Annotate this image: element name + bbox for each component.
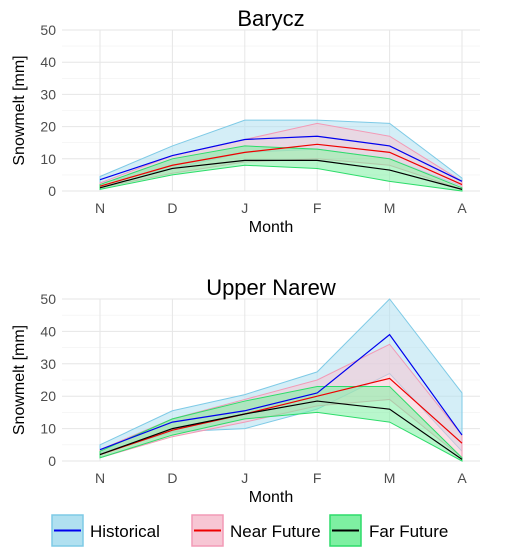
legend-label-far-future: Far Future — [369, 522, 448, 541]
x-tick-label: M — [384, 200, 396, 216]
y-tick-label: 40 — [40, 54, 56, 70]
x-axis-label: Month — [249, 489, 293, 506]
x-tick-label: D — [167, 200, 177, 216]
legend-item-near-future: Near Future — [191, 514, 321, 547]
legend: Historical Near Future Far Future — [51, 514, 448, 547]
x-tick-label: A — [457, 200, 467, 216]
panel-upper-narew: 0 10 20 30 40 50 N D J F M A Upper Narew Month Snowmel… — [11, 275, 480, 506]
series-line-near-future — [99, 143, 463, 187]
x-axis-label: Month — [249, 219, 293, 236]
y-tick-label: 0 — [48, 183, 56, 199]
x-tick-label: J — [241, 470, 248, 486]
y-tick-label: 30 — [40, 356, 56, 372]
y-tick-label: 20 — [40, 388, 56, 404]
legend-label-near-future: Near Future — [230, 522, 321, 541]
series-line-historical — [99, 333, 463, 451]
y-axis-label: Snowmelt [mm] — [11, 55, 28, 165]
y-tick-label: 50 — [40, 22, 56, 38]
y-tick-label: 30 — [40, 86, 56, 102]
ribbon-far-future — [99, 385, 463, 462]
x-tick-label: A — [457, 470, 467, 486]
x-tick-label: D — [167, 470, 177, 486]
chart-title: Upper Narew — [206, 275, 336, 300]
x-tick-label: F — [313, 200, 322, 216]
y-tick-label: 10 — [40, 151, 56, 167]
x-tick-label: F — [313, 470, 322, 486]
series-line-historical — [99, 135, 463, 182]
x-tick-label: M — [384, 470, 396, 486]
y-tick-label: 50 — [40, 291, 56, 307]
series-line-near-future — [99, 377, 463, 456]
x-tick-label: J — [241, 200, 248, 216]
panel-barycz: 0 10 20 30 40 50 N D J F M A Barycz Month Snowmelt [mm… — [11, 6, 480, 236]
y-axis-label: Snowmelt [mm] — [11, 325, 28, 435]
y-tick-label: 10 — [40, 421, 56, 437]
legend-item-far-future: Far Future — [329, 514, 448, 547]
y-tick-label: 40 — [40, 323, 56, 339]
y-tick-label: 20 — [40, 119, 56, 135]
series-line-far-future — [99, 400, 463, 460]
chart-title: Barycz — [237, 6, 304, 31]
y-tick-label: 0 — [48, 453, 56, 469]
legend-item-historical: Historical — [51, 514, 160, 547]
legend-label-historical: Historical — [90, 522, 160, 541]
x-tick-label: N — [95, 470, 105, 486]
ribbon-far-future — [99, 145, 463, 192]
series-line-far-future — [99, 159, 463, 190]
x-tick-label: N — [95, 200, 105, 216]
